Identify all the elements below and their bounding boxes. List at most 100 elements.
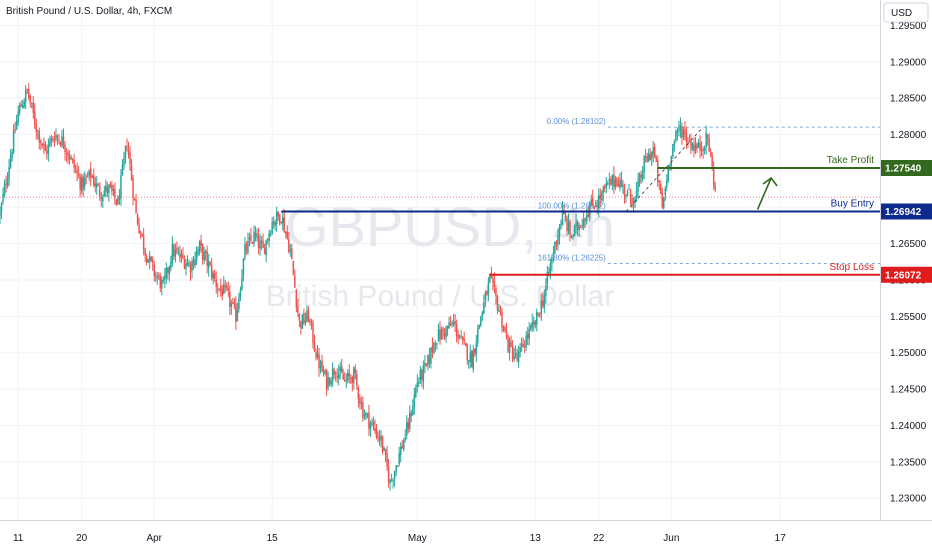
candle-body — [510, 342, 512, 347]
candle-body — [669, 165, 671, 168]
candle-body — [399, 447, 402, 455]
candle-body — [554, 241, 556, 254]
trade-level-label: Buy Entry — [831, 198, 874, 209]
candle-body — [549, 263, 552, 274]
candle-body — [587, 214, 589, 217]
candle-body — [147, 259, 149, 263]
candle-body — [464, 342, 467, 346]
candle-body — [277, 211, 279, 217]
candle-body — [443, 332, 446, 337]
candle-body — [55, 135, 57, 140]
candle-body — [259, 241, 261, 249]
candle-body — [539, 314, 541, 316]
candle-body — [393, 470, 396, 479]
candle-body — [404, 437, 406, 440]
candle-body — [513, 356, 515, 361]
candle-body — [647, 153, 650, 161]
candle-body — [86, 176, 89, 178]
candle-body — [678, 129, 680, 131]
candle-body — [516, 354, 518, 361]
candle-body — [552, 252, 555, 256]
candle-body — [498, 309, 500, 312]
candle-body — [629, 189, 632, 198]
candle-body — [347, 373, 349, 381]
candle-body — [310, 321, 313, 324]
candle-body — [285, 231, 287, 234]
candle-body — [676, 130, 679, 133]
candle-body — [431, 345, 434, 352]
candle-body — [673, 142, 676, 145]
candle-body — [223, 284, 225, 295]
currency-button[interactable] — [883, 2, 929, 23]
candle-body — [108, 184, 110, 193]
candle-body — [195, 251, 198, 261]
candle-body — [614, 179, 617, 188]
candle-body — [242, 258, 245, 276]
candle-body — [455, 324, 458, 337]
candle-body — [529, 325, 532, 330]
candle-body — [265, 240, 267, 256]
time-tick-label: Apr — [146, 533, 162, 544]
candle-body — [558, 227, 561, 237]
candle-body — [702, 149, 704, 152]
candle-body — [548, 272, 550, 274]
candle-body — [236, 309, 239, 321]
fibonacci-levels: 0.00% (1.28102) 100.00% (1.26942) 161.80% … — [538, 117, 880, 265]
candle-body — [183, 258, 186, 269]
candle-body — [492, 278, 494, 282]
candle-body — [186, 262, 189, 267]
candle-body — [520, 343, 523, 346]
fib-level-label: 100.00% (1.26942) — [538, 201, 606, 210]
candle-body — [182, 255, 184, 259]
candle-body — [660, 183, 662, 194]
candle-body — [266, 238, 269, 240]
candle-body — [457, 334, 459, 338]
price-tick-label: 1.28500 — [890, 94, 927, 105]
time-axis[interactable] — [0, 521, 881, 550]
fib-level-label: 161.80% (1.26225) — [538, 254, 606, 263]
candle-body — [115, 199, 118, 205]
candle-body — [620, 178, 623, 187]
candle-body — [274, 222, 276, 226]
candle-body — [709, 152, 712, 156]
candle-body — [239, 290, 242, 299]
candle-body — [129, 152, 131, 164]
candle-body — [331, 368, 334, 382]
candle-body — [681, 126, 683, 138]
candle-body — [433, 342, 435, 354]
candle-body — [396, 465, 399, 467]
candle-body — [245, 244, 248, 252]
candle-body — [412, 406, 414, 416]
candle-body — [667, 167, 670, 182]
candle-body — [96, 183, 98, 188]
candle-body — [120, 175, 122, 199]
price-axis[interactable] — [881, 0, 932, 520]
candle-body — [487, 281, 490, 294]
trade-levels: Take Profit Buy Entry Stop Loss — [281, 155, 880, 276]
candle-body — [377, 436, 379, 438]
candle-body — [165, 267, 168, 278]
candle-body — [11, 152, 13, 158]
candle-body — [440, 329, 443, 340]
candle-body — [247, 240, 249, 253]
candle-body — [451, 322, 453, 324]
candle-body — [421, 369, 423, 380]
candle-body — [306, 310, 308, 321]
candle-body — [340, 365, 343, 374]
candle-body — [271, 221, 273, 234]
candle-body — [315, 352, 317, 358]
candle-body — [640, 174, 642, 178]
candle-body — [221, 288, 224, 297]
candle-body — [661, 192, 664, 208]
candle-body — [690, 140, 692, 150]
candle-body — [623, 186, 626, 196]
candle-body — [79, 176, 81, 190]
candle-body — [227, 287, 230, 291]
candle-body — [136, 214, 139, 225]
candle-body — [675, 131, 677, 141]
candle-body — [124, 145, 127, 158]
candle-body — [238, 298, 240, 310]
candle-body — [235, 304, 237, 323]
candle-body — [670, 155, 673, 166]
